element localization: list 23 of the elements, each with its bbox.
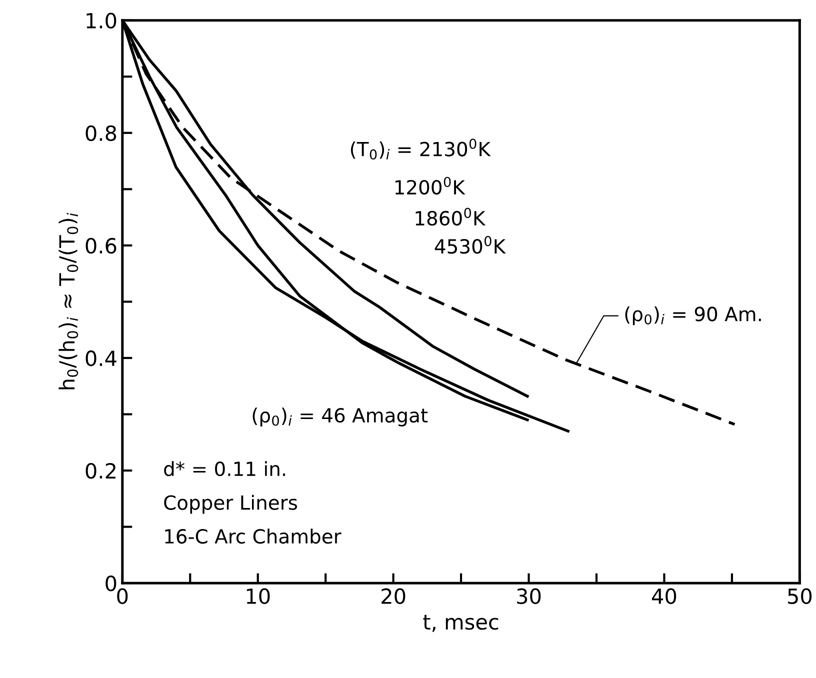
y-tick-label: 0	[106, 576, 116, 592]
y-tick-label: 0.2	[86, 462, 116, 479]
x-tick-label: 50	[788, 588, 812, 604]
y-tick-label: 0.8	[86, 125, 116, 142]
annotation: (T$_{0}$)$_{i}$ = 2130$^{0}$K	[350, 138, 491, 160]
annotation: 4530$^{0}$K	[434, 236, 506, 254]
x-tick-label: 0	[117, 588, 128, 604]
annotation: 1860$^{0}$K	[416, 208, 486, 226]
x-tick-label: 20	[382, 588, 406, 604]
x-tick-label: 30	[517, 588, 541, 604]
y-tick-label: 0.6	[86, 238, 116, 254]
annotation: Copper Liners	[164, 494, 298, 514]
annotation: (ρ$_{0}$)$_{i}$ = 90 Am.	[625, 306, 761, 326]
x-tick-label: 40	[652, 588, 676, 604]
x-tick-label: 10	[246, 588, 270, 604]
y-tick-label: 1.0	[86, 12, 116, 29]
y-tick-label: 0.4	[86, 350, 116, 366]
text: h$_{0}$/(h$_{0}$)$_{i}$ ≈ T$_{0}$/(T$_{0}$)$_{i}$	[58, 212, 78, 390]
annotation: d* = 0.11 in.	[164, 461, 286, 476]
x-axis-title: t, msec	[423, 614, 498, 632]
annotation: 1200$^{0}$K	[395, 176, 466, 195]
annotation: (ρ$_{0}$)$_{i}$ = 46 Amagat	[252, 408, 428, 426]
annotation: 16-C Arc Chamber	[165, 528, 342, 544]
